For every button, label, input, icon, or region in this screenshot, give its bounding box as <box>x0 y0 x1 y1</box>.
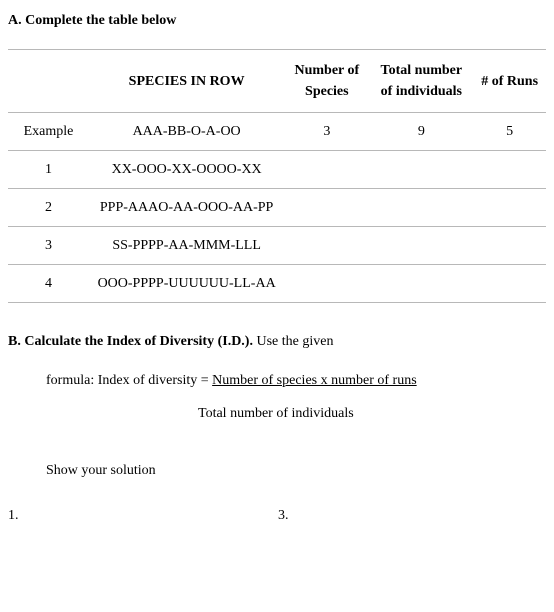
table-header-row: SPECIES IN ROW Number of Species Total n… <box>8 50 546 113</box>
row-numspecies <box>284 151 369 189</box>
section-b: B. Calculate the Index of Diversity (I.D… <box>8 331 546 526</box>
row-name: 1 <box>8 151 89 189</box>
row-name: Example <box>8 113 89 151</box>
row-totalind <box>369 265 473 303</box>
col-header-totalind: Total number of individuals <box>369 50 473 113</box>
row-numspecies: 3 <box>284 113 369 151</box>
show-solution-label: Show your solution <box>46 460 546 481</box>
section-b-title-after: Use the given <box>253 334 333 349</box>
row-name: 3 <box>8 227 89 265</box>
table-row: 1 XX-OOO-XX-OOOO-XX <box>8 151 546 189</box>
formula-block: formula: Index of diversity = Number of … <box>46 370 546 391</box>
row-name: 4 <box>8 265 89 303</box>
species-table: SPECIES IN ROW Number of Species Total n… <box>8 49 546 303</box>
section-b-heading: B. Calculate the Index of Diversity (I.D… <box>8 331 546 352</box>
row-totalind <box>369 227 473 265</box>
row-numspecies <box>284 227 369 265</box>
solution-1-label: 1. <box>8 505 278 526</box>
table-row: Example AAA-BB-O-A-OO 3 9 5 <box>8 113 546 151</box>
row-name: 2 <box>8 189 89 227</box>
row-species: PPP-AAAO-AA-OOO-AA-PP <box>89 189 284 227</box>
formula-numerator: Number of species x number of runs <box>212 373 417 388</box>
row-runs <box>473 189 546 227</box>
row-species: SS-PPPP-AA-MMM-LLL <box>89 227 284 265</box>
solution-numbers: 1. 3. <box>8 505 546 526</box>
row-species: OOO-PPPP-UUUUUU-LL-AA <box>89 265 284 303</box>
col-header-species: SPECIES IN ROW <box>89 50 284 113</box>
formula-prefix: formula: Index of diversity = <box>46 373 212 388</box>
table-row: 2 PPP-AAAO-AA-OOO-AA-PP <box>8 189 546 227</box>
section-b-title-bold: B. Calculate the Index of Diversity (I.D… <box>8 334 253 349</box>
row-runs <box>473 227 546 265</box>
row-runs <box>473 265 546 303</box>
row-totalind: 9 <box>369 113 473 151</box>
row-runs <box>473 151 546 189</box>
row-totalind <box>369 151 473 189</box>
row-runs: 5 <box>473 113 546 151</box>
table-row: 4 OOO-PPPP-UUUUUU-LL-AA <box>8 265 546 303</box>
row-totalind <box>369 189 473 227</box>
solution-3-label: 3. <box>278 505 289 526</box>
row-numspecies <box>284 189 369 227</box>
col-header-rowname <box>8 50 89 113</box>
col-header-runs: # of Runs <box>473 50 546 113</box>
formula-denominator: Total number of individuals <box>198 403 546 424</box>
col-header-numspecies: Number of Species <box>284 50 369 113</box>
row-species: XX-OOO-XX-OOOO-XX <box>89 151 284 189</box>
row-species: AAA-BB-O-A-OO <box>89 113 284 151</box>
section-a-title: A. Complete the table below <box>8 10 546 31</box>
table-row: 3 SS-PPPP-AA-MMM-LLL <box>8 227 546 265</box>
row-numspecies <box>284 265 369 303</box>
